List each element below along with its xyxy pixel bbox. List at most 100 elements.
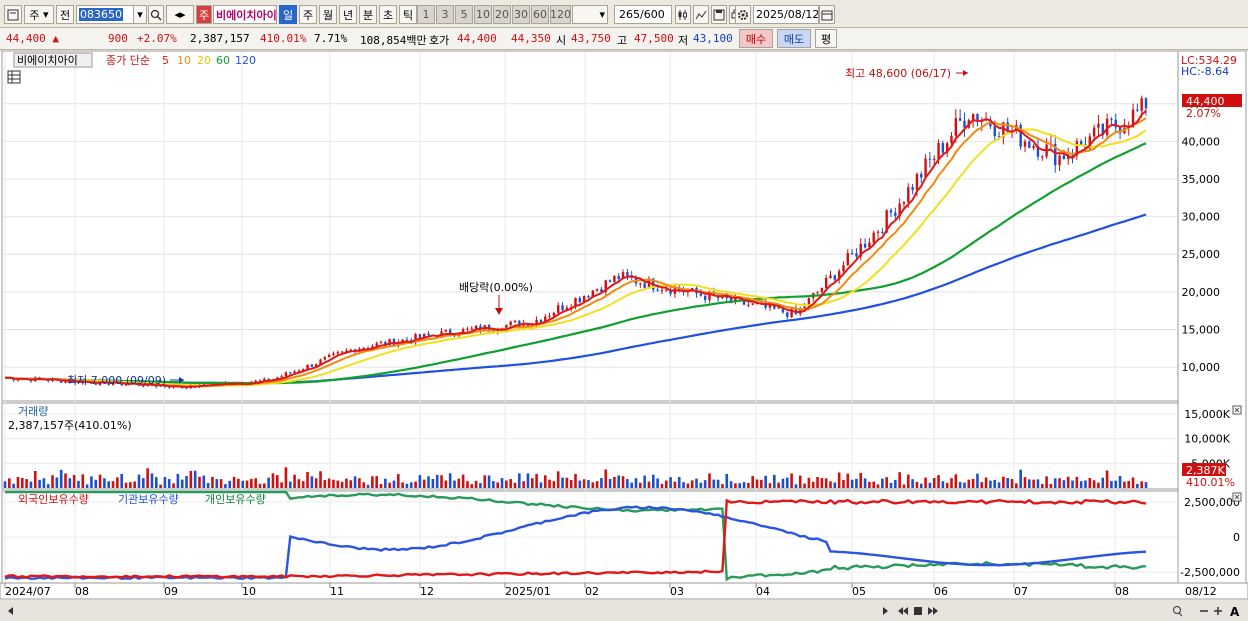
volume-bar [729,481,733,488]
interval-10[interactable]: 10 [474,5,492,24]
volume-bar [768,483,772,488]
interval-30[interactable]: 30 [512,5,530,24]
ask-label: 호가 [429,34,450,47]
volume-bar [466,481,469,488]
buy-button[interactable]: 매수 [739,29,773,48]
main-select[interactable]: 주 ▾ [24,5,54,24]
ma5-legend: 5 [162,54,169,67]
period-week[interactable]: 주 [299,5,317,24]
gear-icon[interactable] [735,5,751,24]
volume-bar [1015,483,1018,488]
volume-bar [699,482,703,488]
candle-body [263,378,266,381]
holding-panel-close-icon[interactable] [1232,492,1242,502]
volume-bar [29,481,33,488]
calendar-icon[interactable] [819,5,835,24]
candle-icon[interactable] [675,5,691,24]
trend-icon[interactable] [693,5,709,24]
volume-bar [781,478,785,488]
volume-bar [211,476,214,488]
candle-body [427,333,430,336]
volume-bar [453,480,456,488]
volume-bar [673,481,677,488]
volume-bar [721,484,724,488]
interval-120[interactable]: 120 [550,5,571,24]
candle-body [289,372,292,374]
volume-bar [777,482,780,488]
stop-icon[interactable] [914,607,922,615]
volume-bar [474,480,478,488]
period-second[interactable]: 초 [379,5,397,24]
interval-3[interactable]: 3 [436,5,454,24]
candle-body [1092,127,1096,137]
search-icon[interactable] [148,5,164,24]
volume-bar [811,481,815,488]
panel-close-icon[interactable] [1232,405,1242,415]
speaker-icon[interactable]: ◂▸ [166,5,194,24]
scroll-left-icon[interactable] [8,607,13,615]
font-size-icon[interactable]: A [1230,605,1240,619]
save-icon[interactable] [711,5,727,24]
date-input[interactable]: 2025/08/12 [753,5,819,24]
volume-value: 2,387,157 [190,32,250,45]
name-tag: 비에이치아이 [17,54,78,67]
stock-name[interactable]: 비에이치아이 [213,5,277,24]
volume-bar [219,479,223,488]
candle-body [500,330,504,332]
period-day[interactable]: 일 [279,5,297,24]
volume-bar [1079,481,1083,488]
volume-bar [1045,476,1048,488]
volume-bar [362,482,366,488]
code-dropdown-icon[interactable]: ▾ [133,5,147,24]
volume-bar [55,477,59,488]
table-view-icon[interactable] [7,70,21,84]
volume-bar [500,478,504,488]
scrollbar-area[interactable] [0,600,1248,621]
period-minute[interactable]: 분 [359,5,377,24]
candle-body [1105,118,1109,136]
scroll-right-icon[interactable] [883,607,888,615]
zoom-icon[interactable] [1173,606,1183,617]
interval-60[interactable]: 60 [531,5,549,24]
price-change-pct: +2.07% [137,32,177,45]
chart-type-icon[interactable] [4,5,22,24]
ma20-legend: 20 [197,54,211,67]
prev-button[interactable]: 전 [56,5,74,24]
ma20-line [4,128,1147,387]
volume-bar [846,473,850,488]
period-month[interactable]: 월 [319,5,337,24]
volume-bar [660,483,664,488]
candle-body [643,283,646,288]
custom-interval-select[interactable]: ▾ [572,5,608,24]
interval-1[interactable]: 1 [417,5,435,24]
high-label: 고 [617,34,628,47]
price-y-tick: 10,000 [1182,361,1221,374]
volume-bar [358,478,361,488]
count-input[interactable]: 265/600 [614,5,672,24]
first-page-icon[interactable] [898,607,908,615]
volume-bar [561,477,564,488]
candle-body [894,212,897,216]
volume-bar [543,475,547,488]
volume-bar [51,475,54,488]
next-page-icon[interactable] [928,607,938,615]
volume-bar [154,477,158,488]
zoom-in-icon[interactable] [1214,607,1222,615]
interval-20[interactable]: 20 [493,5,511,24]
candle-body [461,329,465,335]
sell-button[interactable]: 매도 [777,29,811,48]
volume-panel [1,402,1179,490]
volume-bar [764,475,767,488]
candle-body [1075,141,1079,156]
candle-body [448,329,452,335]
flat-button[interactable]: 평 [815,29,837,48]
stock-code-input[interactable]: 083650 [76,5,136,24]
volume-bar [1062,480,1066,488]
interval-5[interactable]: 5 [455,5,473,24]
volume-bar [971,478,975,488]
volume-bar [180,479,184,488]
period-year[interactable]: 년 [339,5,357,24]
volume-bar [275,475,279,488]
volume-bar [876,484,880,488]
period-tick[interactable]: 틱 [399,5,417,24]
